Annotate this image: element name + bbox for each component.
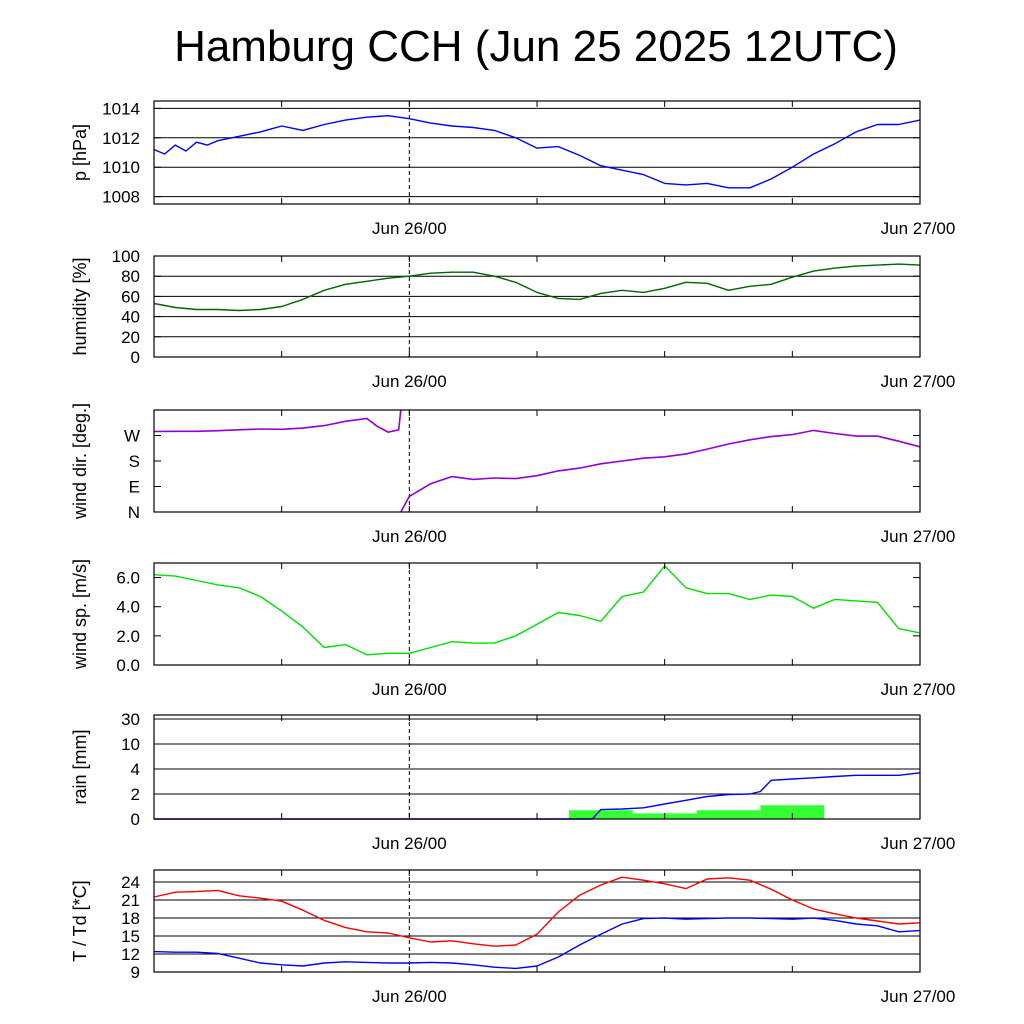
- dewpoint-line: [153, 917, 921, 970]
- x-tick-label: Jun 27/00: [881, 987, 956, 1006]
- x-tick-label: Jun 26/00: [372, 834, 447, 853]
- rain-bar: [696, 810, 761, 819]
- series-line: [153, 565, 921, 656]
- y-tick-label: N: [128, 503, 140, 522]
- x-tick-label: Jun 27/00: [881, 527, 956, 546]
- x-tick-label: Jun 27/00: [881, 834, 956, 853]
- series-line: [153, 263, 921, 312]
- x-tick-label: Jun 27/00: [881, 680, 956, 699]
- panel-4: 0.0 2.0 4.0 6.0 wind sp. [m/s] Jun 26/00 Jun 2…: [70, 559, 955, 699]
- y-tick-label: 4.0: [116, 598, 140, 617]
- y-tick-label: 2: [131, 785, 140, 804]
- y-tick-label: 1014: [102, 99, 140, 118]
- y-axis-label: wind sp. [m/s]: [70, 559, 90, 670]
- y-tick-label: 10: [121, 735, 140, 754]
- y-tick-label: S: [129, 452, 140, 471]
- rain-bar: [760, 805, 825, 819]
- plot-frame: [153, 714, 921, 820]
- y-tick-label: 12: [121, 945, 140, 964]
- y-tick-label: 1012: [102, 129, 140, 148]
- y-tick-label: 20: [121, 328, 140, 347]
- y-tick-label: W: [124, 427, 140, 446]
- x-tick-label: Jun 26/00: [372, 527, 447, 546]
- y-axis-label: p [hPa]: [70, 124, 90, 181]
- cumulative-rain-line: [154, 772, 921, 820]
- y-tick-label: 100: [112, 247, 140, 266]
- y-axis-label: rain [mm]: [70, 729, 90, 804]
- y-tick-label: 0: [131, 810, 140, 829]
- y-tick-label: 30: [121, 710, 140, 729]
- plot-frame: [153, 562, 921, 666]
- wind-direction-line: [400, 429, 920, 512]
- y-tick-label: 21: [121, 891, 140, 910]
- y-tick-label: 1008: [102, 188, 140, 207]
- series-line: [153, 115, 921, 189]
- y-tick-label: 2.0: [116, 627, 140, 646]
- x-tick-label: Jun 26/00: [372, 219, 447, 238]
- y-tick-label: 24: [121, 873, 140, 892]
- y-tick-label: E: [129, 478, 140, 497]
- y-axis-label: T / Td [*C]: [70, 880, 90, 961]
- plot-frame: [153, 869, 921, 973]
- y-tick-label: 1010: [102, 158, 140, 177]
- x-tick-label: Jun 27/00: [881, 372, 956, 391]
- page-title: Hamburg CCH (Jun 25 2025 12UTC): [174, 22, 898, 71]
- panel-5: 0 2 4 10 30 rain [mm] Jun 26/00 Jun 27/00: [70, 710, 955, 853]
- y-tick-label: 0.0: [116, 656, 140, 675]
- wind-direction-line: [154, 410, 402, 433]
- y-tick-label: 60: [121, 287, 140, 306]
- x-tick-label: Jun 26/00: [372, 372, 447, 391]
- y-tick-label: 9: [131, 963, 140, 982]
- plot-frame: [153, 255, 921, 358]
- x-tick-label: Jun 26/00: [372, 987, 447, 1006]
- y-tick-label: 0: [131, 348, 140, 367]
- y-axis-label: humidity [%]: [70, 257, 90, 355]
- y-axis-label: wind dir. [deg.]: [70, 403, 90, 520]
- plot-frame: [153, 100, 921, 205]
- plot-frame: [153, 409, 921, 513]
- panel-1: 1008 1010 1012 1014 p [hPa] Jun 26/00 Jun 27/0…: [70, 99, 955, 238]
- y-tick-label: 15: [121, 927, 140, 946]
- y-tick-label: 4: [131, 760, 140, 779]
- y-tick-label: 80: [121, 267, 140, 286]
- y-tick-label: 6.0: [116, 569, 140, 588]
- x-tick-label: Jun 27/00: [881, 219, 956, 238]
- y-tick-label: 18: [121, 909, 140, 928]
- temperature-line: [153, 876, 921, 947]
- x-tick-label: Jun 26/00: [372, 680, 447, 699]
- y-tick-label: 40: [121, 308, 140, 327]
- wind-direction-group: [154, 410, 920, 512]
- rain-bar: [568, 810, 633, 819]
